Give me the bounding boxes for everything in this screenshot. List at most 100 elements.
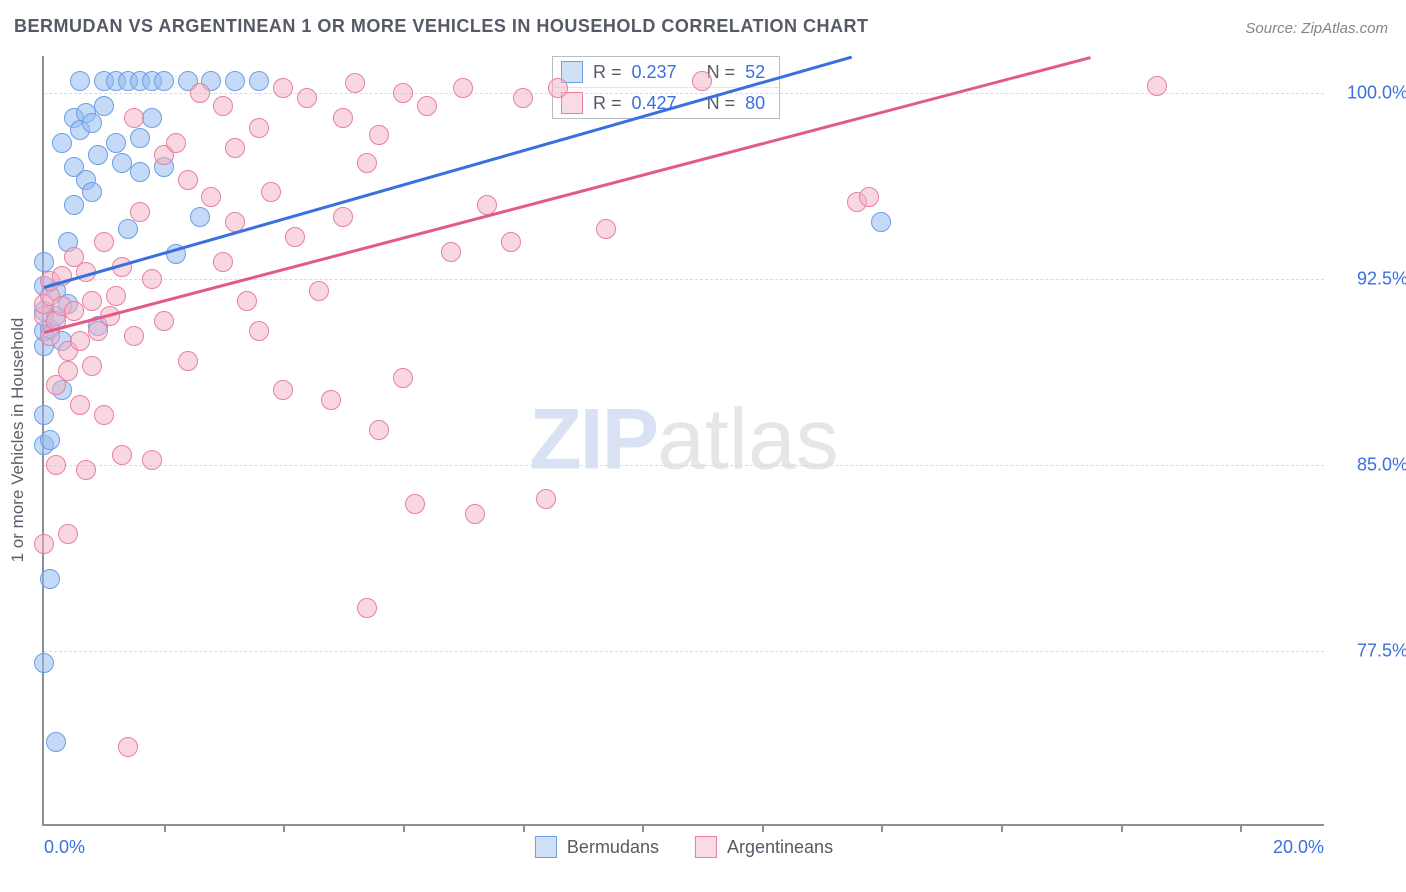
x-tick-label: 20.0% [1273, 837, 1324, 858]
legend-item: Bermudans [535, 836, 659, 858]
scatter-point [94, 96, 114, 116]
scatter-point [441, 242, 461, 262]
scatter-point [345, 73, 365, 93]
scatter-point [82, 113, 102, 133]
scatter-point [309, 281, 329, 301]
gridline [44, 93, 1324, 94]
n-value: 52 [745, 62, 765, 83]
y-tick-label: 85.0% [1330, 454, 1406, 475]
scatter-point [40, 569, 60, 589]
plot-area: ZIPatlas 1 or more Vehicles in Household… [42, 56, 1324, 826]
scatter-point [70, 331, 90, 351]
scatter-point [82, 182, 102, 202]
scatter-point [178, 351, 198, 371]
scatter-point [58, 361, 78, 381]
chart-container: BERMUDAN VS ARGENTINEAN 1 OR MORE VEHICL… [0, 0, 1406, 892]
scatter-point [34, 534, 54, 554]
scatter-point [34, 653, 54, 673]
x-tick [881, 824, 883, 832]
source-link[interactable]: ZipAtlas.com [1301, 20, 1388, 37]
x-tick [164, 824, 166, 832]
scatter-point [548, 78, 568, 98]
scatter-point [393, 368, 413, 388]
scatter-point [859, 187, 879, 207]
scatter-point [40, 430, 60, 450]
scatter-point [112, 153, 132, 173]
scatter-point [213, 252, 233, 272]
source-attribution: Source: ZipAtlas.com [1245, 20, 1388, 37]
legend-label: Argentineans [727, 837, 833, 858]
scatter-point [213, 96, 233, 116]
scatter-point [94, 405, 114, 425]
scatter-point [178, 170, 198, 190]
scatter-point [190, 83, 210, 103]
scatter-point [154, 311, 174, 331]
x-tick [1240, 824, 1242, 832]
scatter-point [369, 420, 389, 440]
scatter-point [536, 489, 556, 509]
n-value: 80 [745, 93, 765, 114]
scatter-point [52, 133, 72, 153]
legend-item: Argentineans [695, 836, 833, 858]
gridline [44, 651, 1324, 652]
scatter-point [297, 88, 317, 108]
scatter-point [64, 195, 84, 215]
legend-row: R =0.237N =52 [553, 57, 779, 87]
scatter-point [34, 252, 54, 272]
scatter-point [124, 326, 144, 346]
watermark: ZIPatlas [529, 391, 838, 490]
scatter-point [261, 182, 281, 202]
x-tick [762, 824, 764, 832]
scatter-point [333, 207, 353, 227]
y-tick-label: 100.0% [1330, 83, 1406, 104]
scatter-point [124, 108, 144, 128]
scatter-point [82, 291, 102, 311]
scatter-point [453, 78, 473, 98]
scatter-point [225, 138, 245, 158]
x-tick [403, 824, 405, 832]
scatter-point [321, 390, 341, 410]
scatter-point [142, 450, 162, 470]
scatter-point [190, 207, 210, 227]
scatter-point [369, 125, 389, 145]
scatter-point [1147, 76, 1167, 96]
scatter-point [201, 187, 221, 207]
x-tick [1121, 824, 1123, 832]
scatter-point [58, 524, 78, 544]
scatter-point [64, 301, 84, 321]
x-tick [523, 824, 525, 832]
legend-swatch [535, 836, 557, 858]
scatter-point [46, 732, 66, 752]
scatter-point [871, 212, 891, 232]
y-tick-label: 92.5% [1330, 268, 1406, 289]
watermark-part2: atlas [657, 392, 839, 488]
x-tick [1001, 824, 1003, 832]
scatter-point [130, 128, 150, 148]
scatter-point [405, 494, 425, 514]
legend-label: Bermudans [567, 837, 659, 858]
gridline [44, 465, 1324, 466]
chart-title: BERMUDAN VS ARGENTINEAN 1 OR MORE VEHICL… [14, 16, 869, 37]
scatter-point [106, 286, 126, 306]
scatter-point [357, 598, 377, 618]
scatter-point [118, 219, 138, 239]
scatter-point [333, 108, 353, 128]
scatter-point [112, 445, 132, 465]
scatter-point [273, 78, 293, 98]
scatter-point [225, 71, 245, 91]
scatter-point [82, 356, 102, 376]
legend-series: Bermudans Argentineans [535, 836, 833, 858]
scatter-point [76, 460, 96, 480]
scatter-point [106, 133, 126, 153]
scatter-point [465, 504, 485, 524]
scatter-point [142, 269, 162, 289]
scatter-point [34, 405, 54, 425]
x-tick-label: 0.0% [44, 837, 85, 858]
r-value: 0.237 [632, 62, 677, 83]
scatter-point [166, 133, 186, 153]
scatter-point [513, 88, 533, 108]
source-prefix: Source: [1245, 20, 1301, 37]
scatter-point [273, 380, 293, 400]
scatter-point [357, 153, 377, 173]
scatter-point [118, 737, 138, 757]
